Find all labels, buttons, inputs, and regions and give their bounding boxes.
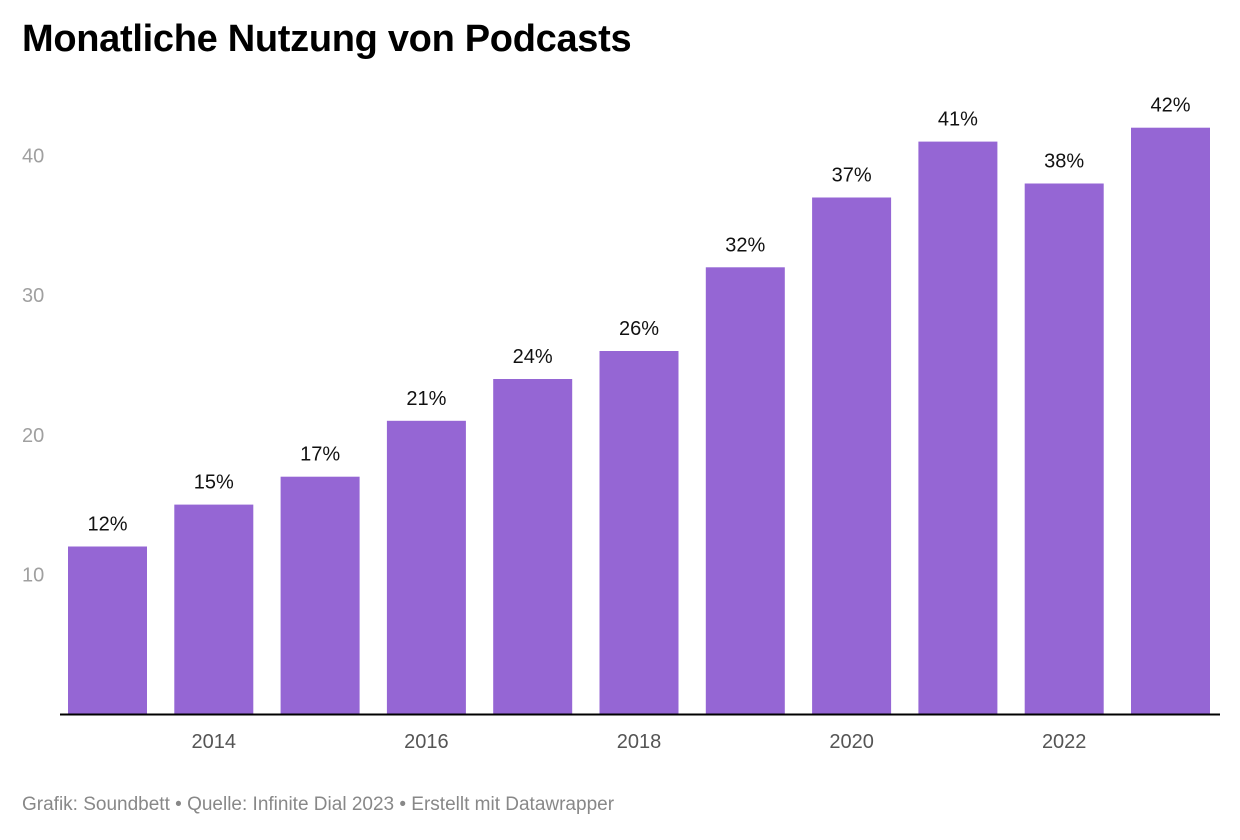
x-tick-label: 2020 <box>829 731 874 753</box>
bar <box>918 141 998 715</box>
bar-value-label: 21% <box>406 388 446 410</box>
x-tick-label: 2022 <box>1042 731 1087 753</box>
y-tick-label: 10 <box>22 564 44 586</box>
bar <box>599 351 679 714</box>
bar-value-label: 26% <box>619 318 659 340</box>
bar <box>1024 183 1104 714</box>
bar <box>280 476 360 714</box>
bar <box>812 197 892 714</box>
y-tick-label: 20 <box>22 425 44 447</box>
bar <box>493 379 573 714</box>
bar <box>174 504 254 714</box>
bar-value-label: 32% <box>725 234 765 256</box>
bar-value-label: 38% <box>1044 151 1084 173</box>
bar <box>705 267 785 714</box>
bar <box>386 420 466 714</box>
y-tick-label: 40 <box>22 146 44 168</box>
chart-title: Monatliche Nutzung von Podcasts <box>22 18 632 60</box>
bar-value-label: 17% <box>300 444 340 466</box>
x-tick-label: 2018 <box>617 731 662 753</box>
x-tick-label: 2014 <box>192 731 237 753</box>
bar-value-label: 24% <box>513 346 553 368</box>
bar-value-label: 12% <box>87 514 127 536</box>
y-tick-label: 30 <box>22 285 44 307</box>
bar-value-label: 42% <box>1150 95 1190 117</box>
bar-value-label: 15% <box>194 472 234 494</box>
x-tick-label: 2016 <box>404 731 449 753</box>
bar <box>68 546 147 714</box>
bar-value-label: 41% <box>938 109 978 131</box>
chart-footer: Grafik: Soundbett • Quelle: Infinite Dia… <box>22 794 615 815</box>
bar <box>1131 127 1210 714</box>
bar-value-label: 37% <box>832 165 872 187</box>
